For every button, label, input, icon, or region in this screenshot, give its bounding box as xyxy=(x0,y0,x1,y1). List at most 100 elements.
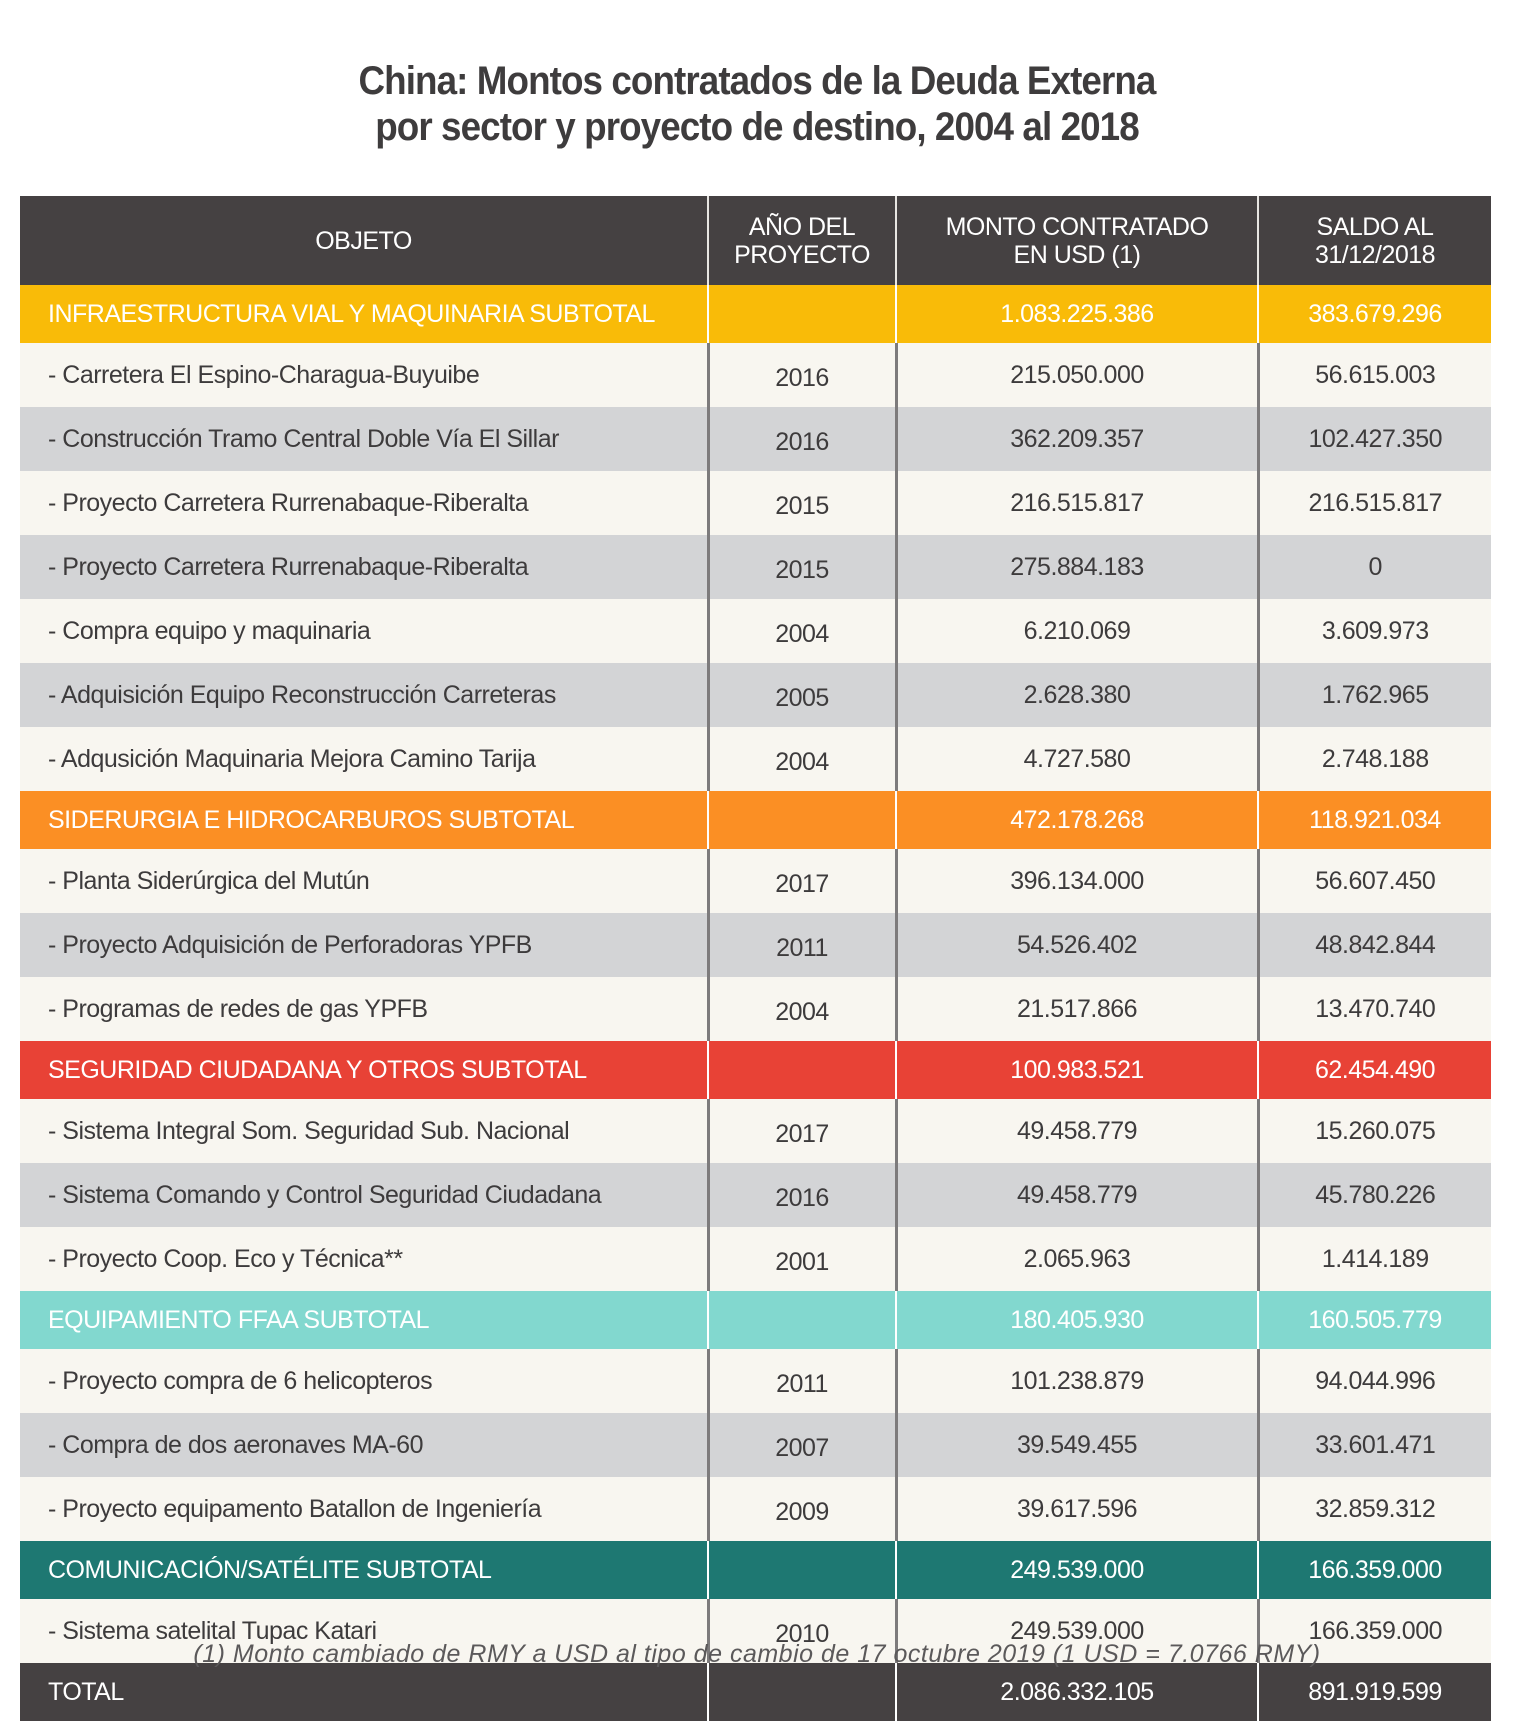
row-monto: 6.210.069 xyxy=(894,599,1258,663)
page-title: China: Montos contratados de la Deuda Ex… xyxy=(0,58,1514,150)
header-monto: MONTO CONTRATADO EN USD (1) xyxy=(895,196,1258,285)
table-row: - Adquisición Equipo Reconstrucción Carr… xyxy=(20,663,1491,727)
table-row: - Compra equipo y maquinaria 2004 6.210.06… xyxy=(20,599,1491,663)
table-row: - Proyecto Adquisición de Perforadoras Y… xyxy=(20,913,1491,977)
row-monto: 215.050.000 xyxy=(894,343,1258,407)
row-objeto: - Proyecto Carretera Rurrenabaque-Ribera… xyxy=(20,471,708,535)
header-text-line: SALDO AL xyxy=(1316,212,1434,241)
row-objeto: - Adquisición Equipo Reconstrucción Carr… xyxy=(20,663,708,727)
row-saldo: 0 xyxy=(1256,535,1491,599)
row-anio: 2017 xyxy=(706,1099,896,1163)
row-saldo: 33.601.471 xyxy=(1256,1413,1491,1477)
row-saldo: 13.470.740 xyxy=(1256,977,1491,1041)
row-saldo: 1.414.189 xyxy=(1256,1227,1491,1291)
row-objeto: - Carretera El Espino-Charagua-Buyuibe xyxy=(20,343,708,407)
table-row: - Programas de redes de gas YPFB 2004 21.5… xyxy=(20,977,1491,1041)
table-row: - Planta Siderúrgica del Mutún 2017 396.13… xyxy=(20,849,1491,913)
header-text-line: OBJETO xyxy=(315,226,412,255)
subtotal-row: SIDERURGIA E HIDROCARBUROS SUBTOTAL 472.1… xyxy=(20,791,1491,849)
row-monto: 39.549.455 xyxy=(894,1413,1258,1477)
header-objeto: OBJETO xyxy=(20,196,708,285)
row-objeto: - Proyecto Adquisición de Perforadoras Y… xyxy=(20,913,708,977)
table-row: - Sistema Integral Som. Seguridad Sub. N… xyxy=(20,1099,1491,1163)
subtotal-saldo: 166.359.000 xyxy=(1257,1541,1491,1599)
row-anio: 2010 xyxy=(706,1599,896,1663)
subtotal-monto: 472.178.268 xyxy=(895,791,1258,849)
row-monto: 49.458.779 xyxy=(894,1163,1258,1227)
row-monto: 2.628.380 xyxy=(894,663,1258,727)
row-objeto: - Sistema Comando y Control Seguridad Ci… xyxy=(20,1163,708,1227)
header-text-line: MONTO CONTRATADO xyxy=(945,212,1209,241)
row-objeto: - Proyecto equipamento Batallon de Ingen… xyxy=(20,1477,708,1541)
subtotal-label: EQUIPAMIENTO FFAA SUBTOTAL xyxy=(20,1291,708,1349)
row-saldo: 2.748.188 xyxy=(1256,727,1491,791)
title-line-1: China: Montos contratados de la Deuda Ex… xyxy=(358,59,1157,103)
subtotal-saldo: 118.921.034 xyxy=(1257,791,1491,849)
row-anio: 2009 xyxy=(706,1477,896,1541)
row-saldo: 166.359.000 xyxy=(1256,1599,1491,1663)
row-saldo: 32.859.312 xyxy=(1256,1477,1491,1541)
total-label: TOTAL xyxy=(20,1663,708,1721)
row-anio: 2007 xyxy=(706,1413,896,1477)
row-saldo: 216.515.817 xyxy=(1256,471,1491,535)
total-monto: 2.086.332.105 xyxy=(895,1663,1258,1721)
row-objeto: - Proyecto Carretera Rurrenabaque-Ribera… xyxy=(20,535,708,599)
subtotal-monto: 100.983.521 xyxy=(895,1041,1258,1099)
row-anio: 2016 xyxy=(706,343,896,407)
row-objeto: - Proyecto compra de 6 helicopteros xyxy=(20,1349,708,1413)
subtotal-saldo: 160.505.779 xyxy=(1257,1291,1491,1349)
row-anio: 2001 xyxy=(706,1227,896,1291)
footnote: (1) Monto cambiado de RMY a USD al tipo … xyxy=(193,1640,1321,1668)
total-row: TOTAL 2.086.332.105 891.919.599 xyxy=(20,1663,1491,1721)
table-row: - Proyecto Coop. Eco y Técnica** 2001 2.06… xyxy=(20,1227,1491,1291)
row-monto: 362.209.357 xyxy=(894,407,1258,471)
table-row: - Compra de dos aeronaves MA-60 2007 39.54… xyxy=(20,1413,1491,1477)
row-objeto: - Sistema satelital Tupac Katari xyxy=(20,1599,708,1663)
row-objeto: - Compra equipo y maquinaria xyxy=(20,599,708,663)
subtotal-monto: 1.083.225.386 xyxy=(895,285,1258,343)
subtotal-label: SEGURIDAD CIUDADANA Y OTROS SUBTOTAL xyxy=(20,1041,708,1099)
header-text-line: PROYECTO xyxy=(734,240,870,269)
table-row: - Sistema Comando y Control Seguridad Ci… xyxy=(20,1163,1491,1227)
row-saldo: 102.427.350 xyxy=(1256,407,1491,471)
row-monto: 249.539.000 xyxy=(894,1599,1258,1663)
row-anio: 2004 xyxy=(706,599,896,663)
subtotal-year xyxy=(707,791,896,849)
subtotal-label: COMUNICACIÓN/SATÉLITE SUBTOTAL xyxy=(20,1541,708,1599)
subtotal-label: SIDERURGIA E HIDROCARBUROS SUBTOTAL xyxy=(20,791,708,849)
subtotal-monto: 249.539.000 xyxy=(895,1541,1258,1599)
row-monto: 4.727.580 xyxy=(894,727,1258,791)
row-anio: 2011 xyxy=(706,1349,896,1413)
total-year xyxy=(707,1663,896,1721)
row-objeto: - Proyecto Coop. Eco y Técnica** xyxy=(20,1227,708,1291)
total-saldo: 891.919.599 xyxy=(1257,1663,1491,1721)
row-anio: 2011 xyxy=(706,913,896,977)
title-line-2: por sector y proyecto de destino, 2004 a… xyxy=(375,105,1139,149)
table-row: - Sistema satelital Tupac Katari 2010 249.… xyxy=(20,1599,1491,1663)
row-anio: 2016 xyxy=(706,407,896,471)
row-objeto: - Programas de redes de gas YPFB xyxy=(20,977,708,1041)
row-saldo: 94.044.996 xyxy=(1256,1349,1491,1413)
subtotal-saldo: 62.454.490 xyxy=(1257,1041,1491,1099)
row-anio: 2004 xyxy=(706,727,896,791)
header-anio: AÑO DEL PROYECTO xyxy=(707,196,896,285)
row-saldo: 45.780.226 xyxy=(1256,1163,1491,1227)
row-anio: 2017 xyxy=(706,849,896,913)
row-saldo: 56.607.450 xyxy=(1256,849,1491,913)
debt-table: OBJETO AÑO DEL PROYECTO MONTO CONTRATADO E… xyxy=(20,196,1491,1721)
subtotal-monto: 180.405.930 xyxy=(895,1291,1258,1349)
table-row: - Proyecto Carretera Rurrenabaque-Ribera… xyxy=(20,471,1491,535)
row-saldo: 48.842.844 xyxy=(1256,913,1491,977)
row-saldo: 15.260.075 xyxy=(1256,1099,1491,1163)
row-anio: 2015 xyxy=(706,535,896,599)
table-row: - Construcción Tramo Central Doble Vía E… xyxy=(20,407,1491,471)
table-row: - Adqusición Maquinaria Mejora Camino Ta… xyxy=(20,727,1491,791)
row-saldo: 1.762.965 xyxy=(1256,663,1491,727)
row-objeto: - Adqusición Maquinaria Mejora Camino Ta… xyxy=(20,727,708,791)
subtotal-year xyxy=(707,1541,896,1599)
table-body: INFRAESTRUCTURA VIAL Y MAQUINARIA SUBTOT… xyxy=(20,285,1491,1721)
row-saldo: 3.609.973 xyxy=(1256,599,1491,663)
subtotal-row: SEGURIDAD CIUDADANA Y OTROS SUBTOTAL 100.… xyxy=(20,1041,1491,1099)
row-objeto: - Sistema Integral Som. Seguridad Sub. N… xyxy=(20,1099,708,1163)
header-text-line: AÑO DEL xyxy=(748,212,856,241)
